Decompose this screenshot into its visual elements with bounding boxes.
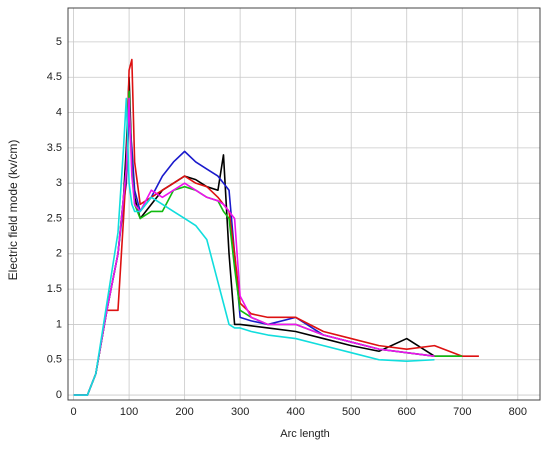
x-tick-label: 400 bbox=[286, 406, 304, 418]
y-tick-label: 2.5 bbox=[47, 212, 62, 224]
y-tick-label: 3.5 bbox=[47, 142, 62, 154]
y-tick-label: 4.5 bbox=[47, 71, 62, 83]
x-tick-label: 200 bbox=[175, 406, 193, 418]
y-tick-label: 0 bbox=[56, 389, 62, 401]
y-tick-label: 3 bbox=[56, 177, 62, 189]
data-line bbox=[73, 58, 479, 396]
x-tick-label: 300 bbox=[231, 406, 249, 418]
y-axis-label: Electric field mode (kv/cm) bbox=[6, 140, 20, 281]
data-line bbox=[73, 97, 435, 396]
x-axis-label: Arc length bbox=[280, 428, 330, 440]
plot-frame bbox=[67, 7, 541, 401]
y-tick-label: 0.5 bbox=[47, 354, 62, 366]
y-tick-label: 1 bbox=[56, 318, 62, 330]
x-tick-label: 100 bbox=[120, 406, 138, 418]
x-tick-label: 800 bbox=[509, 406, 527, 418]
y-tick-label: 1.5 bbox=[47, 283, 62, 295]
x-tick-label: 700 bbox=[453, 406, 471, 418]
x-tick-label: 0 bbox=[70, 406, 76, 418]
x-tick-label: 500 bbox=[342, 406, 360, 418]
x-tick-label: 600 bbox=[398, 406, 416, 418]
data-line bbox=[73, 76, 463, 396]
y-tick-label: 5 bbox=[56, 36, 62, 48]
y-tick-label: 2 bbox=[56, 248, 62, 260]
y-tick-label: 4 bbox=[56, 106, 62, 118]
data-line bbox=[73, 97, 435, 396]
